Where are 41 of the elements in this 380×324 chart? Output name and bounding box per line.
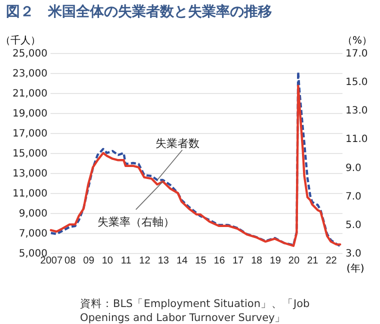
x-tick-label: 12 (139, 256, 151, 266)
y-tick-label: 15,000 (12, 148, 48, 160)
y-tick-label: 21,000 (12, 88, 48, 100)
y-tick-label: 13,000 (12, 168, 48, 180)
y2-tick-label: 5.0 (346, 220, 362, 231)
x-tick-label: 2007 (40, 256, 63, 266)
x-tick-label: 21 (307, 256, 319, 266)
x-tick-label: 16 (214, 256, 226, 266)
y-tick-label: 19,000 (12, 108, 48, 120)
x-tick-label: 09 (83, 256, 95, 266)
y-tick-label: 7,000 (18, 228, 48, 240)
x-tick-label: 18 (251, 256, 263, 266)
y-tick-label: 17,000 (12, 128, 48, 140)
x-tick-label: 14 (176, 256, 188, 266)
y-tick-label: 25,000 (12, 48, 48, 60)
x-tick-label: 17 (232, 256, 244, 266)
text: 資料：BLS「Employment Situation」、「Job Openings and Labor Turnover Survey」 (79, 297, 311, 324)
series-label: 失業率（右軸） (97, 216, 174, 229)
y2-tick-label: 17.0 (346, 48, 368, 60)
x-tick-label: 13 (158, 256, 170, 266)
x-tick-label: 11 (120, 256, 132, 266)
y2-tick-label: 13.0 (346, 106, 368, 117)
x-tick-label: 20 (288, 256, 300, 266)
x-tick-label: 15 (195, 256, 207, 266)
x-tick-label: 19 (270, 256, 282, 266)
chart-title: 図２ 米国全体の失業者数と失業率の推移 (5, 2, 273, 22)
x-tick-label: 10 (102, 256, 114, 266)
x-tick-label: 08 (64, 256, 76, 266)
y2-tick-label: 11.0 (346, 134, 368, 146)
x-axis-title: (年) (346, 262, 364, 274)
x-tick-label: 22 (326, 256, 338, 266)
y-tick-label: 11,000 (12, 188, 48, 200)
y-tick-label: 23,000 (12, 68, 48, 80)
y2-tick-label: 9.0 (346, 162, 362, 174)
y2-tick-label: 7.0 (346, 191, 362, 202)
y2-tick-label: 3.0 (346, 248, 362, 260)
y2-axis-title: （%） (342, 36, 372, 46)
y2-tick-label: 15.0 (346, 77, 368, 88)
series-label: 失業者数 (155, 137, 200, 150)
y-tick-label: 9,000 (18, 208, 48, 220)
y-axis-title: （千人） (0, 34, 40, 46)
